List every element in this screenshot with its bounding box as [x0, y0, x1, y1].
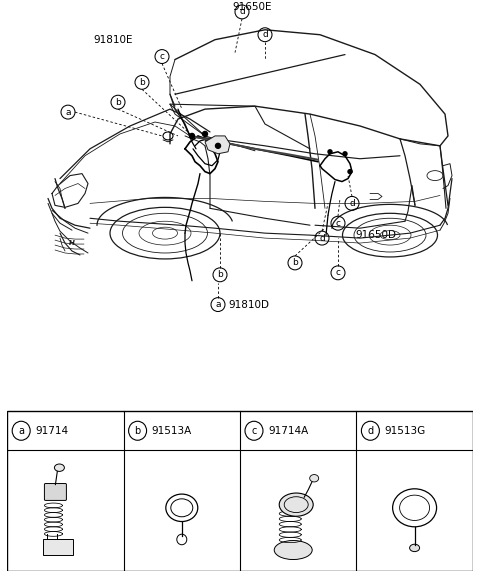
Circle shape — [216, 144, 220, 148]
Text: H: H — [69, 240, 75, 246]
Circle shape — [348, 170, 352, 173]
Text: 91650D: 91650D — [355, 230, 396, 240]
Text: 91714A: 91714A — [268, 426, 308, 436]
Text: 91513A: 91513A — [152, 426, 192, 436]
Circle shape — [190, 133, 194, 138]
Text: a: a — [65, 107, 71, 117]
Ellipse shape — [54, 464, 64, 471]
Text: 91650E: 91650E — [232, 2, 272, 12]
Text: d: d — [367, 426, 373, 436]
Text: d: d — [349, 199, 355, 208]
Text: a: a — [18, 426, 24, 436]
Polygon shape — [205, 136, 230, 154]
Text: c: c — [336, 268, 340, 277]
Circle shape — [328, 150, 332, 154]
Text: b: b — [217, 270, 223, 280]
Text: d: d — [319, 234, 325, 243]
Text: 91810E: 91810E — [93, 34, 133, 45]
Text: c: c — [252, 426, 257, 436]
Ellipse shape — [279, 493, 313, 516]
Circle shape — [203, 131, 207, 137]
FancyBboxPatch shape — [43, 540, 73, 555]
Text: 91714: 91714 — [35, 426, 68, 436]
Text: c: c — [159, 52, 165, 61]
FancyBboxPatch shape — [45, 483, 66, 501]
Text: d: d — [239, 7, 245, 17]
Text: 91513G: 91513G — [384, 426, 426, 436]
Text: b: b — [139, 78, 145, 87]
Text: c: c — [336, 219, 340, 228]
Ellipse shape — [274, 541, 312, 560]
Circle shape — [343, 152, 347, 156]
Text: b: b — [134, 426, 141, 436]
Text: a: a — [215, 300, 221, 309]
Text: 91810D: 91810D — [228, 300, 269, 309]
Text: b: b — [292, 258, 298, 267]
Text: d: d — [262, 30, 268, 39]
Ellipse shape — [409, 544, 420, 552]
Text: b: b — [115, 98, 121, 107]
Ellipse shape — [310, 475, 319, 482]
